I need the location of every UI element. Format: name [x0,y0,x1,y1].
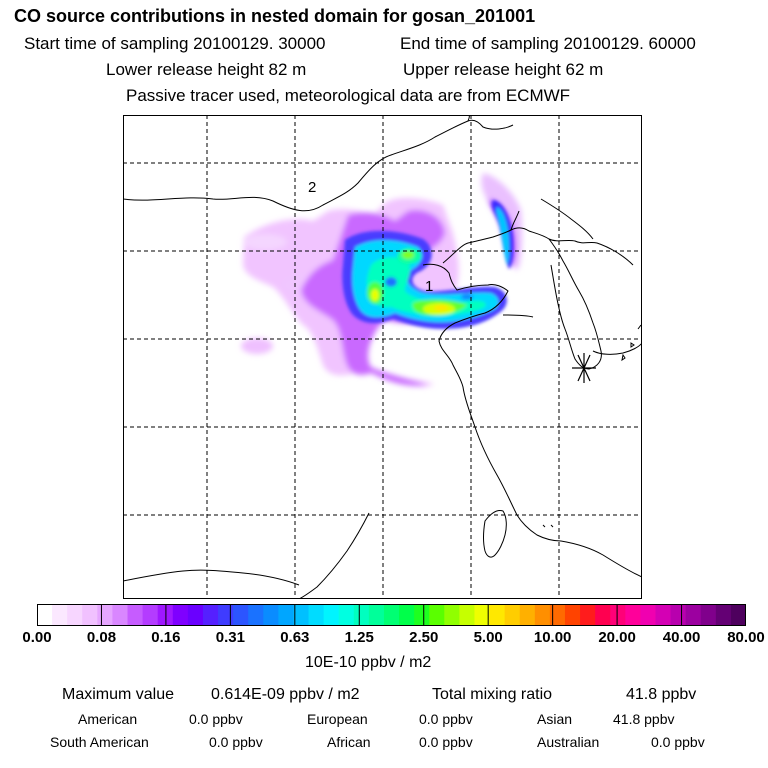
map-label-2: 2 [308,179,316,196]
american-label: American [78,711,138,727]
colorbar-cell [399,604,415,626]
colorbar-cell [202,604,219,626]
colorbar-cell [580,604,596,626]
asian-label: Asian [537,711,573,727]
colorbar-cell [353,604,370,626]
colorbar-cell [459,604,476,626]
colorbar-cell [308,604,325,626]
lower-release-label: Lower release height 82 m [106,60,307,79]
colorbar-cell [549,604,566,626]
colorbar-tick-label: 1.25 [344,629,374,646]
colorbar-tick-label: 40.00 [662,629,701,646]
lat-lon-grid [123,115,642,599]
upper-release-label: Upper release height 62 m [403,60,604,79]
european-value: 0.0 ppbv [419,711,473,727]
colorbar-cell [504,604,521,626]
colorbar-cell [715,604,732,626]
colorbar-cell [625,604,642,626]
colorbar-cell [97,604,114,626]
australian-value: 0.0 ppbv [651,734,705,750]
colorbar-cell [685,604,702,626]
colorbar-cell [444,604,460,626]
colorbar-cell [52,604,68,626]
colorbar-cell [474,604,491,626]
colorbar-cell [37,604,53,626]
colorbar-tick-label: 80.00 [727,629,765,646]
colorbar-cell [218,604,234,626]
max-value: 0.614E-09 ppbv / m2 [211,686,360,703]
colorbar-cell [278,604,295,626]
colorbar-cell [248,604,264,626]
coastlines [123,115,642,599]
concentration-plume [241,173,523,387]
map-panel: 2 1 [123,115,642,599]
end-time-label: End time of sampling 20100129. 60000 [400,34,696,53]
total-mixing-label: Total mixing ratio [432,686,553,703]
colorbar-tick-label: 0.00 [22,629,52,646]
colorbar-cell [293,604,310,626]
colorbar-cell [67,604,83,626]
african-label: African [327,734,371,750]
colorbar-cell [700,604,717,626]
colorbar-cell [519,604,536,626]
australian-label: Australian [537,734,600,750]
african-value: 0.0 ppbv [419,734,473,750]
max-value-label: Maximum value [62,686,175,703]
total-mixing-value: 41.8 ppbv [626,686,697,703]
asian-value: 41.8 ppbv [613,711,675,727]
colorbar-cell [564,604,581,626]
asterisk-receptor-icon [572,353,596,383]
colorbar-cell [82,604,98,626]
colorbar-cell [127,604,144,626]
colorbar-cell [595,604,611,626]
colorbar-tick-label: 2.50 [409,629,439,646]
colorbar-cell [112,604,129,626]
colorbar-cell [383,604,400,626]
colorbar-cell [338,604,355,626]
american-value: 0.0 ppbv [189,711,243,727]
european-label: European [307,711,368,727]
south-american-label: South American [50,734,149,750]
colorbar-cell [429,604,445,626]
colorbar-cell [323,604,340,626]
colorbar-tick-label: 0.63 [280,629,310,646]
colorbar-cell [187,604,204,626]
colorbar-cell [172,604,189,626]
colorbar-tick-label: 0.08 [86,629,117,646]
colorbar-cell [655,604,672,626]
colorbar-cell [730,604,746,626]
colorbar-cell [534,604,551,626]
colorbar-cell [414,604,430,626]
colorbar-tick-label: 0.31 [215,629,245,646]
colorbar-cell [368,604,385,626]
plot-title: CO source contributions in nested domain… [14,6,536,26]
map-label-1: 1 [425,278,433,295]
south-american-value: 0.0 ppbv [209,734,263,750]
colorbar-cell [263,604,279,626]
colorbar-cell [610,604,626,626]
start-time-label: Start time of sampling 20100129. 30000 [24,34,326,53]
colorbar-cell [142,604,159,626]
colorbar-cell [233,604,249,626]
colorbar [37,604,746,626]
colorbar-tick-label: 10.00 [533,629,572,646]
colorbar-tick-label: 20.00 [598,629,636,646]
colorbar-cell [640,604,657,626]
colorbar-units: 10E-10 ppbv / m2 [305,654,432,671]
colorbar-tick-label: 5.00 [473,629,503,646]
colorbar-cell [489,604,506,626]
passive-tracer-note: Passive tracer used, meteorological data… [126,86,571,105]
colorbar-tick-label: 0.16 [151,629,181,646]
colorbar-cell [670,604,687,626]
